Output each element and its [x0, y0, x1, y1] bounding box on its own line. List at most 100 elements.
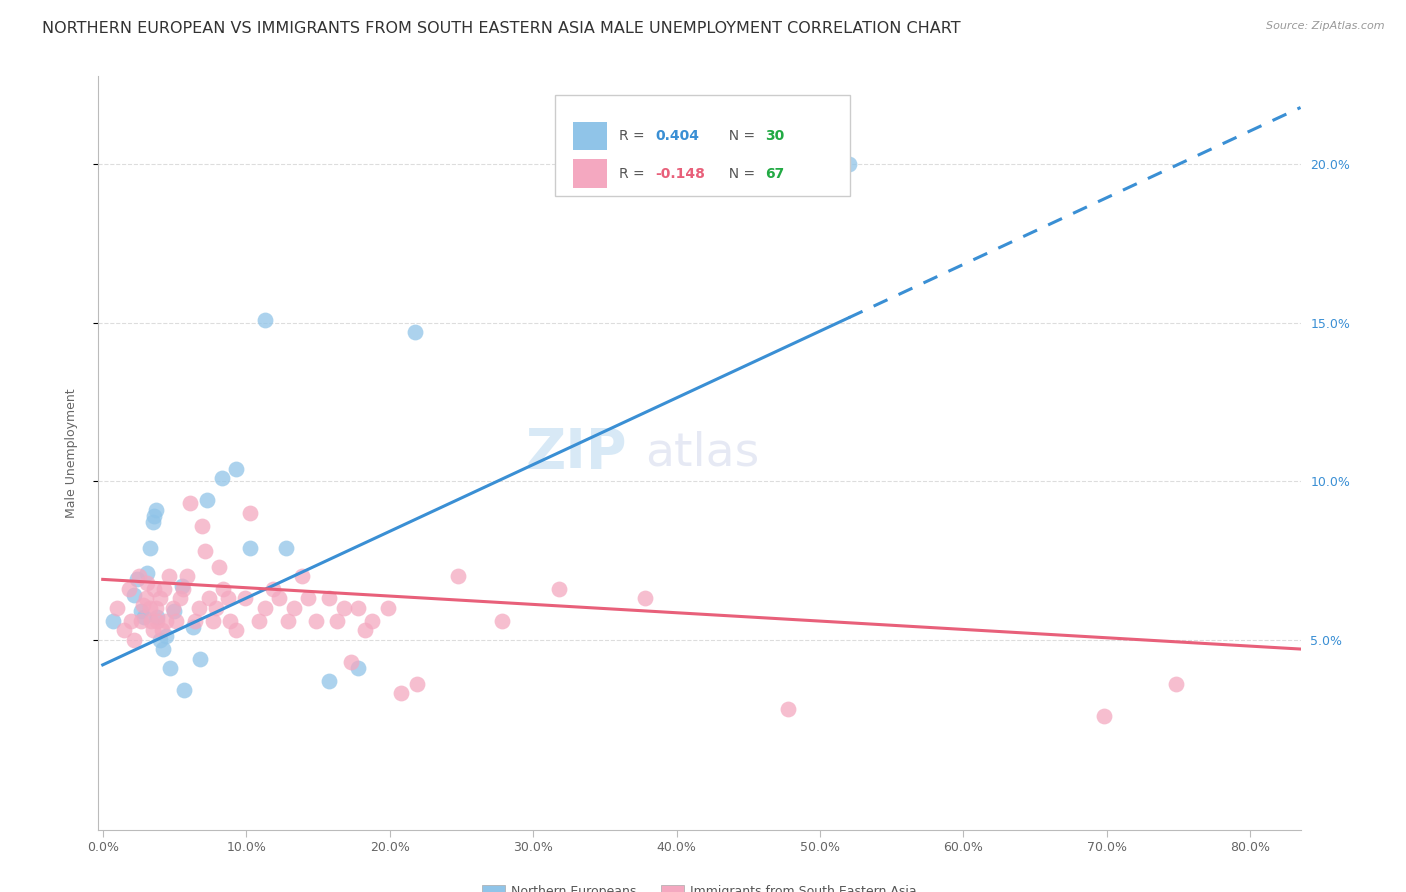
Point: [143, 582, 166, 596]
Y-axis label: Male Unemployment: Male Unemployment: [65, 388, 77, 517]
Point: [139, 600, 162, 615]
Point: [153, 582, 176, 596]
Point: [291, 569, 314, 583]
Point: [269, 591, 291, 606]
Point: [105, 600, 128, 615]
Point: [155, 629, 177, 643]
Point: [149, 632, 172, 647]
Point: [1164, 677, 1187, 691]
Point: [205, 600, 228, 615]
Text: 67: 67: [766, 167, 785, 181]
Point: [132, 598, 155, 612]
Point: [136, 575, 159, 590]
Point: [194, 544, 217, 558]
Point: [124, 588, 146, 602]
Point: [124, 632, 146, 647]
Point: [239, 541, 262, 555]
Point: [239, 506, 262, 520]
Point: [146, 610, 169, 624]
Point: [131, 604, 153, 618]
Point: [170, 579, 193, 593]
Point: [548, 582, 571, 596]
Point: [142, 623, 165, 637]
Point: [225, 461, 247, 475]
Point: [150, 623, 173, 637]
Point: [157, 569, 180, 583]
Point: [135, 591, 157, 606]
Point: [149, 591, 172, 606]
Text: N =: N =: [720, 129, 759, 143]
FancyBboxPatch shape: [555, 95, 849, 196]
Text: R =: R =: [619, 167, 650, 181]
Text: 0.404: 0.404: [655, 129, 699, 143]
Point: [212, 582, 235, 596]
Point: [134, 610, 156, 624]
Point: [217, 591, 239, 606]
Text: ZIP: ZIP: [526, 425, 627, 480]
Text: N =: N =: [720, 167, 759, 181]
Point: [347, 600, 370, 615]
Point: [159, 661, 181, 675]
Point: [277, 614, 299, 628]
Point: [634, 591, 657, 606]
Point: [146, 614, 169, 628]
Point: [145, 502, 167, 516]
Point: [389, 686, 412, 700]
Point: [202, 614, 225, 628]
Point: [117, 582, 139, 596]
Point: [318, 591, 340, 606]
Text: R =: R =: [619, 129, 650, 143]
Bar: [574, 122, 607, 151]
Point: [1092, 708, 1115, 723]
Point: [145, 600, 167, 615]
Point: [233, 591, 256, 606]
Point: [152, 642, 174, 657]
Point: [190, 518, 212, 533]
Point: [163, 604, 186, 618]
Point: [211, 471, 233, 485]
Legend: Northern Europeans, Immigrants from South Eastern Asia: Northern Europeans, Immigrants from Sout…: [482, 885, 917, 892]
Text: atlas: atlas: [645, 430, 759, 475]
Point: [187, 600, 209, 615]
Text: NORTHERN EUROPEAN VS IMMIGRANTS FROM SOUTH EASTERN ASIA MALE UNEMPLOYMENT CORREL: NORTHERN EUROPEAN VS IMMIGRANTS FROM SOU…: [42, 21, 960, 36]
Point: [128, 569, 150, 583]
Point: [179, 496, 201, 510]
Point: [253, 312, 276, 326]
Bar: [574, 160, 607, 188]
Text: -0.148: -0.148: [655, 167, 704, 181]
Point: [318, 673, 340, 688]
Point: [778, 702, 800, 716]
Point: [139, 541, 162, 555]
Point: [183, 614, 205, 628]
Point: [347, 661, 370, 675]
Point: [197, 493, 219, 508]
Point: [838, 157, 860, 171]
Point: [491, 614, 513, 628]
Point: [169, 591, 191, 606]
Point: [155, 614, 177, 628]
Point: [181, 620, 204, 634]
Point: [198, 591, 221, 606]
Point: [325, 614, 347, 628]
Point: [101, 614, 124, 628]
Point: [283, 600, 305, 615]
Point: [176, 569, 198, 583]
Point: [253, 600, 276, 615]
Point: [219, 614, 242, 628]
Point: [142, 516, 165, 530]
Text: Source: ZipAtlas.com: Source: ZipAtlas.com: [1267, 21, 1385, 30]
Point: [208, 559, 231, 574]
Point: [143, 509, 166, 524]
Point: [127, 573, 149, 587]
Point: [247, 614, 270, 628]
Point: [188, 651, 211, 665]
Point: [162, 600, 184, 615]
Point: [276, 541, 298, 555]
Point: [262, 582, 284, 596]
Point: [112, 623, 135, 637]
Point: [297, 591, 319, 606]
Point: [447, 569, 470, 583]
Point: [141, 614, 163, 628]
Point: [406, 677, 429, 691]
Point: [404, 326, 426, 340]
